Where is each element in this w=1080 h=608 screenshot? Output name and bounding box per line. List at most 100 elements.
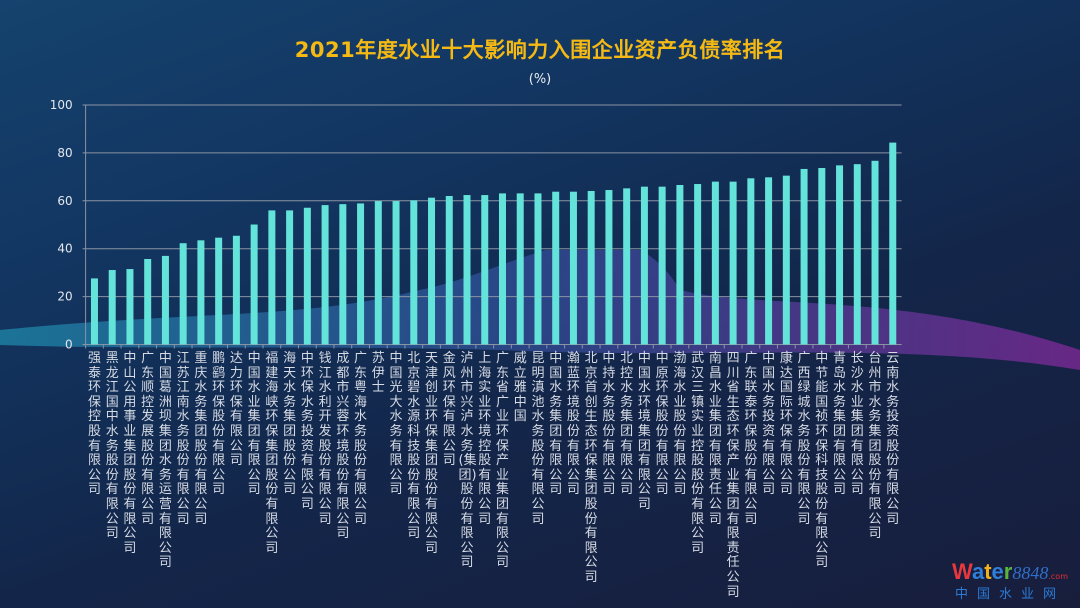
- logo-brand: Water: [952, 559, 1013, 584]
- x-tick-label: 威立雅中国: [513, 351, 527, 425]
- x-tick-label: 四川省生态环保产业集团有限责任公司: [726, 351, 740, 600]
- x-tick-label: 中国水环境集团有限公司: [637, 351, 651, 512]
- bar: [445, 196, 453, 345]
- bar: [623, 188, 631, 345]
- x-tick-label: 广东省广业环保产业集团有限公司: [495, 351, 509, 571]
- bar: [853, 164, 861, 345]
- bar: [428, 197, 436, 345]
- bar: [605, 190, 613, 345]
- x-tick-label: 金风环保有限公司: [442, 351, 456, 469]
- logo-cn: 中国水业网: [955, 587, 1066, 602]
- x-tick-label: 渤海水业股份有限公司: [673, 351, 687, 498]
- x-tick-label: 中持水务股份有限公司: [602, 351, 616, 498]
- bar: [818, 167, 826, 345]
- y-tick-label: 80: [57, 146, 72, 160]
- x-tick-label: 瀚蓝环境股份有限公司: [566, 351, 580, 498]
- bar: [90, 278, 98, 345]
- bar: [339, 204, 347, 345]
- bar: [782, 175, 790, 345]
- x-tick-label: 云南水务投资股份有限公司: [886, 351, 900, 527]
- bar: [694, 184, 702, 345]
- x-tick-label: 中国水务投资有限公司: [762, 351, 776, 498]
- bar: [108, 270, 116, 345]
- bar: [463, 195, 471, 345]
- bar: [161, 255, 169, 345]
- y-tick-label: 20: [57, 290, 72, 304]
- bar: [374, 201, 382, 345]
- bar: [126, 269, 134, 345]
- bar: [747, 178, 755, 345]
- x-tick-label: 昆明滇池水务股份有限公司: [531, 351, 545, 527]
- bar: [357, 203, 365, 345]
- bar: [765, 177, 773, 345]
- bar: [711, 181, 719, 345]
- x-tick-label: 中国水务集团有限公司: [549, 351, 563, 498]
- bar: [498, 193, 506, 345]
- bar: [392, 201, 400, 345]
- chart-title: 2021年度水业十大影响力入围企业资产负债率排名: [294, 38, 786, 62]
- y-tick-label: 100: [50, 98, 73, 112]
- bar: [232, 235, 240, 345]
- bar: [215, 237, 223, 345]
- x-tick-label: 北控水务集团有限公司: [620, 351, 634, 498]
- x-tick-label: 中国葛洲坝集团水务运营有限公司: [158, 351, 172, 571]
- bar: [871, 160, 879, 345]
- x-tick-label: 鹏鹞环保股份有限公司: [212, 351, 226, 498]
- logo-number: 8848: [1012, 563, 1049, 583]
- bar: [889, 142, 897, 345]
- x-tick-label: 泸州市兴泸水务(集团)股份有限公司: [458, 351, 477, 571]
- x-tick-label: 江苏江南水务股份有限公司: [176, 351, 190, 527]
- x-tick-label: 天津创业环保集团股份有限公司: [425, 351, 439, 556]
- x-tick-label: 中国水业集团有限公司: [247, 351, 261, 498]
- bar: [569, 191, 577, 345]
- x-tick-label: 苏伊士: [371, 351, 385, 396]
- x-tick-label: 强泰环保控股有限公司: [87, 351, 101, 498]
- bar: [587, 190, 595, 345]
- x-tick-label: 康达国际环保有限公司: [779, 351, 793, 498]
- logo-domain: .com: [1048, 572, 1068, 581]
- x-tick-label: 青岛水务集团有限公司: [833, 351, 847, 498]
- x-tick-label: 福建海峡环保集团股份有限公司: [265, 351, 279, 556]
- x-tick-label: 中节能国祯环保科技股份有限公司: [815, 351, 829, 571]
- x-tick-label: 长沙水业集团有限公司: [850, 351, 864, 498]
- x-tick-label: 广东顺控发展股份有限公司: [141, 351, 155, 527]
- x-tick-label: 广西绿城水务股份有限公司: [797, 351, 811, 527]
- bar: [676, 184, 684, 345]
- x-tick-label: 武汉三镇实业控股股份有限公司: [691, 351, 705, 556]
- bar: [640, 186, 648, 345]
- x-tick-label: 广东联泰环保股份有限公司: [744, 351, 758, 527]
- bar: [321, 205, 329, 345]
- water8848-logo: Water8848.com 中国水业网: [952, 559, 1068, 602]
- bar: [552, 191, 560, 345]
- bar: [516, 193, 524, 345]
- bar: [410, 200, 418, 345]
- x-tick-label: 钱江水利开发股份有限公司: [318, 351, 332, 527]
- bar: [658, 186, 666, 345]
- bar: [179, 243, 187, 345]
- x-tick-label: 中山公用事业集团股份有限公司: [123, 351, 137, 556]
- x-tick-label: 成都市兴蓉环境股份有限公司: [336, 351, 350, 542]
- x-tick-label: 中环保水务投资有限公司: [300, 351, 314, 512]
- bar: [250, 224, 258, 345]
- x-tick-label: 广东粤海水务股份有限公司: [354, 351, 368, 527]
- bar: [481, 195, 489, 345]
- y-tick-label: 40: [57, 242, 72, 256]
- x-tick-label: 黑龙江国中水务股份有限公司: [105, 351, 119, 542]
- x-tick-label: 上海实业环境控股有限公司: [478, 351, 492, 527]
- x-tick-label: 南昌水业集团有限责任公司: [708, 351, 722, 527]
- bar: [303, 207, 311, 345]
- y-tick-label: 0: [65, 338, 73, 352]
- bar: [534, 193, 542, 345]
- x-tick-label: 达力环保有限公司: [229, 351, 243, 469]
- x-tick-label: 中原环保股份有限公司: [655, 351, 669, 498]
- x-tick-label: 北京碧水源科技股份有限公司: [407, 351, 421, 542]
- x-tick-label: 北京首创生态环保集团股份有限公司: [584, 351, 598, 585]
- bar: [197, 240, 205, 345]
- x-tick-label: 中国光大水务有限公司: [389, 351, 403, 498]
- bar: [268, 210, 276, 345]
- bar: [144, 258, 152, 345]
- bar: [836, 165, 844, 345]
- bar: [729, 181, 737, 345]
- bar: [800, 168, 808, 345]
